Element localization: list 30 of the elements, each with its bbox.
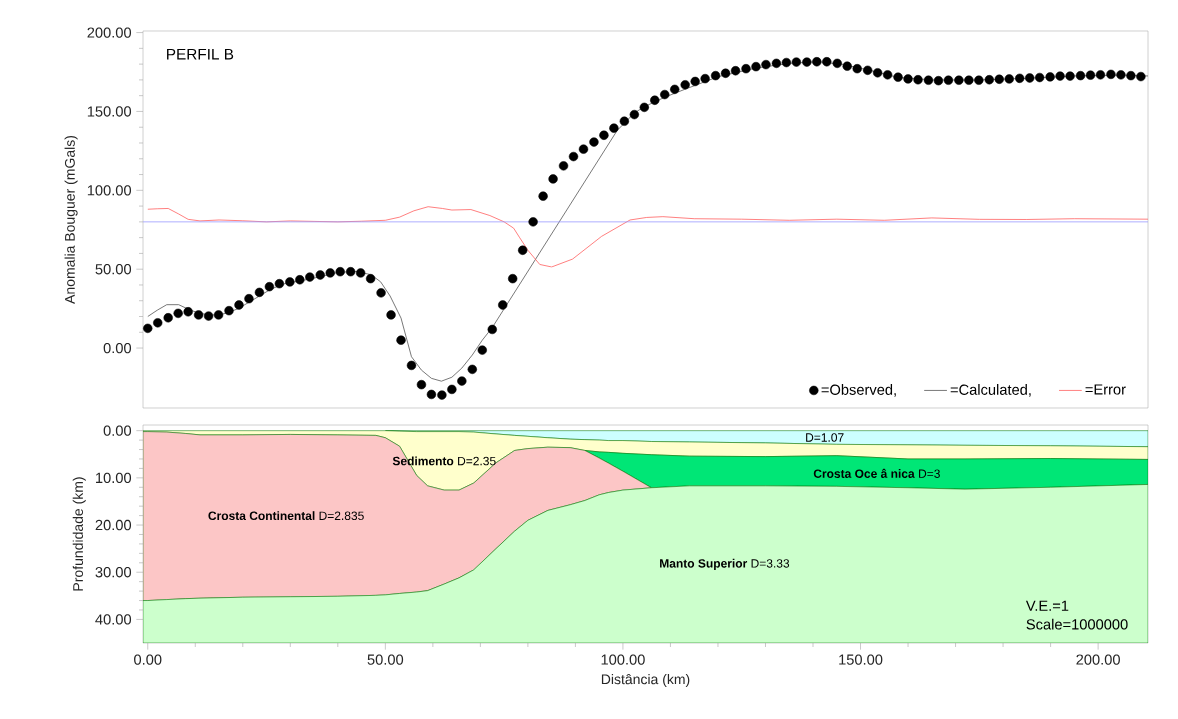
y-tick-label: 20.00 [95, 519, 132, 531]
line-series [147, 206, 1149, 268]
series-label: Manto Superior D=3.33 [660, 558, 790, 571]
x-tick-label: 200.00 [1076, 654, 1120, 665]
y-tick-label: 50.00 [95, 264, 132, 275]
x-tick-label: 50.00 [367, 654, 404, 665]
series-label: Crosta Oce â nica D=3 [813, 468, 940, 478]
y-tick-label: 200.00 [87, 27, 132, 38]
y-axis-title: Anomalia Bouguer (mGals) [64, 135, 78, 304]
x-axis-title: Distância (km) [601, 673, 690, 688]
y-tick-label: 100.00 [87, 185, 132, 196]
x-tick-label: 100.00 [601, 654, 645, 665]
y-tick-label: 30.00 [95, 567, 132, 578]
x-tick-label: 0.00 [134, 654, 162, 665]
x-tick-label: 150.00 [839, 654, 883, 665]
y-tick-label: 0.00 [103, 425, 132, 436]
y-tick-label: 10.00 [96, 472, 132, 484]
series-label: D=1.07 [806, 433, 844, 442]
y-axis-title: Profundidade (km) [72, 477, 86, 591]
legend-label: =Calculated, [950, 384, 1031, 397]
legend-label: =Error [1085, 384, 1126, 395]
text: PERFIL B [167, 48, 234, 60]
y-tick-label: 150.00 [87, 106, 132, 117]
y-tick-label: 40.00 [95, 614, 132, 625]
annotation: V.E.=1 [1025, 600, 1069, 611]
series-label: Crosta Continental D=2.835 [208, 511, 364, 521]
annotation: Scale=1000000 [1026, 618, 1128, 630]
series-label: Sedimento D=2.35 [392, 456, 496, 466]
y-tick-label: 0.00 [103, 342, 132, 354]
legend-label: =Observed, [821, 384, 896, 397]
